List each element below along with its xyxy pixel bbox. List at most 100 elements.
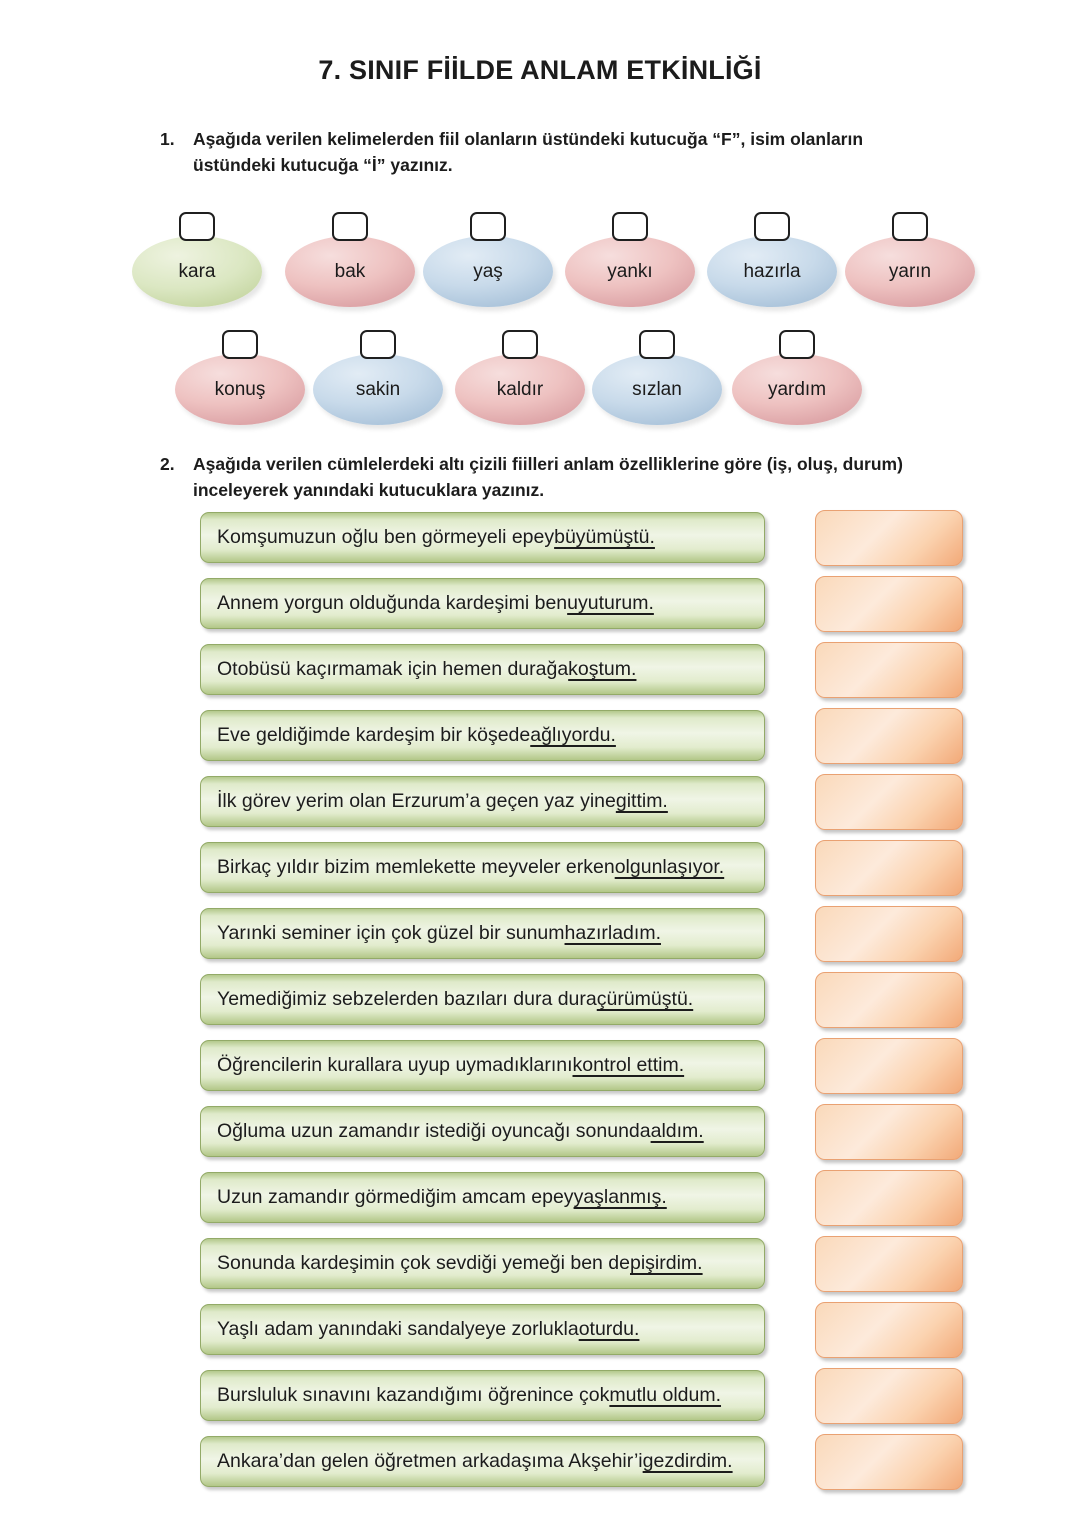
underlined-verb: koştum.: [568, 658, 637, 680]
sentence-box: Yarınki seminer için çok güzel bir sunum…: [200, 908, 765, 959]
word-ellipse: sızlan: [592, 354, 722, 425]
underlined-verb: mutlu oldum.: [609, 1384, 722, 1406]
word-bubble: bak: [285, 212, 415, 307]
sentence-row: Otobüsü kaçırmamak için hemen durağa koş…: [200, 642, 963, 698]
question-1-instruction: Aşağıda verilen kelimelerden fiil olanla…: [193, 129, 864, 175]
answer-field[interactable]: [815, 1302, 963, 1358]
question-2-instruction: Aşağıda verilen cümlelerdeki altı çizili…: [193, 454, 903, 500]
answer-field[interactable]: [815, 1368, 963, 1424]
question-2-instruction-block: 2. Aşağıda verilen cümlelerdeki altı çiz…: [160, 452, 960, 504]
word-bubble: kaldır: [455, 330, 585, 425]
answer-field[interactable]: [815, 906, 963, 962]
underlined-verb: oturdu.: [578, 1318, 640, 1340]
sentence-text: Uzun zamandır görmediğim amcam epey: [217, 1186, 574, 1208]
sentence-row: Annem yorgun olduğunda kardeşimi ben uyu…: [200, 576, 963, 632]
sentence-box: Yaşlı adam yanındaki sandalyeye zorlukla…: [200, 1304, 765, 1355]
word-row-1: kara bak yaş yankı hazırla yarın: [0, 212, 1080, 332]
underlined-verb: pişirdim.: [630, 1252, 703, 1274]
answer-box[interactable]: [179, 212, 215, 241]
sentence-text: Birkaç yıldır bizim memlekette meyveler …: [217, 856, 615, 878]
sentence-row: Oğluma uzun zamandır istediği oyuncağı s…: [200, 1104, 963, 1160]
question-1-instruction-block: 1. Aşağıda verilen kelimelerden fiil ola…: [160, 127, 940, 179]
underlined-verb: büyümüştü.: [554, 526, 655, 548]
sentence-text: Ankara’dan gelen öğretmen arkadaşıma Akş…: [217, 1450, 643, 1472]
sentence-row: Yemediğimiz sebzelerden bazıları dura du…: [200, 972, 963, 1028]
sentence-row: İlk görev yerim olan Erzurum’a geçen yaz…: [200, 774, 963, 830]
sentence-box: Komşumuzun oğlu ben görmeyeli epey büyüm…: [200, 512, 765, 563]
word-bubble: yankı: [565, 212, 695, 307]
question-2-number: 2.: [160, 454, 175, 474]
sentence-box: İlk görev yerim olan Erzurum’a geçen yaz…: [200, 776, 765, 827]
word-bubble: konuş: [175, 330, 305, 425]
answer-field[interactable]: [815, 1170, 963, 1226]
sentence-row: Uzun zamandır görmediğim amcam epey yaşl…: [200, 1170, 963, 1226]
sentence-box: Otobüsü kaçırmamak için hemen durağa koş…: [200, 644, 765, 695]
sentence-box: Birkaç yıldır bizim memlekette meyveler …: [200, 842, 765, 893]
answer-box[interactable]: [360, 330, 396, 359]
sentence-box: Oğluma uzun zamandır istediği oyuncağı s…: [200, 1106, 765, 1157]
sentence-row: Yarınki seminer için çok güzel bir sunum…: [200, 906, 963, 962]
word-label: sızlan: [632, 378, 682, 400]
word-ellipse: yankı: [565, 236, 695, 307]
sentence-text: Annem yorgun olduğunda kardeşimi ben: [217, 592, 568, 614]
underlined-verb: yaşlanmış.: [573, 1186, 667, 1208]
answer-box[interactable]: [470, 212, 506, 241]
word-bubble: kara: [132, 212, 262, 307]
word-ellipse: sakin: [313, 354, 443, 425]
word-ellipse: bak: [285, 236, 415, 307]
underlined-verb: ağlıyordu.: [530, 724, 616, 746]
answer-field[interactable]: [815, 576, 963, 632]
answer-field[interactable]: [815, 642, 963, 698]
answer-field[interactable]: [815, 972, 963, 1028]
word-label: kara: [178, 260, 216, 282]
word-label: yaş: [473, 260, 503, 282]
sentence-row: Sonunda kardeşimin çok sevdiği yemeği be…: [200, 1236, 963, 1292]
answer-field[interactable]: [815, 708, 963, 764]
underlined-verb: olgunlaşıyor.: [614, 856, 725, 878]
answer-field[interactable]: [815, 510, 963, 566]
sentence-box: Uzun zamandır görmediğim amcam epey yaşl…: [200, 1172, 765, 1223]
sentence-row: Eve geldiğimde kardeşim bir köşede ağlıy…: [200, 708, 963, 764]
answer-box[interactable]: [754, 212, 790, 241]
answer-field[interactable]: [815, 1236, 963, 1292]
word-label: sakin: [355, 378, 401, 400]
word-label: yankı: [607, 260, 653, 282]
word-bubble: yarın: [845, 212, 975, 307]
underlined-verb: aldım.: [650, 1120, 704, 1142]
sentence-row: Komşumuzun oğlu ben görmeyeli epey büyüm…: [200, 510, 963, 566]
underlined-verb: çürümüştü.: [596, 988, 694, 1010]
answer-box[interactable]: [639, 330, 675, 359]
answer-box[interactable]: [612, 212, 648, 241]
answer-field[interactable]: [815, 774, 963, 830]
answer-field[interactable]: [815, 840, 963, 896]
sentence-text: Sonunda kardeşimin çok sevdiği yemeği be…: [217, 1252, 630, 1274]
sentence-text: Yarınki seminer için çok güzel bir sunum: [217, 922, 565, 944]
sentence-text: Yaşlı adam yanındaki sandalyeye zorlukla: [217, 1318, 579, 1340]
answer-box[interactable]: [892, 212, 928, 241]
sentence-box: Annem yorgun olduğunda kardeşimi ben uyu…: [200, 578, 765, 629]
word-bubble: yaş: [423, 212, 553, 307]
answer-box[interactable]: [502, 330, 538, 359]
sentence-box: Ankara’dan gelen öğretmen arkadaşıma Akş…: [200, 1436, 765, 1487]
word-bubble: yardım: [732, 330, 862, 425]
answer-box[interactable]: [779, 330, 815, 359]
word-bubble: hazırla: [707, 212, 837, 307]
sentence-text: Yemediğimiz sebzelerden bazıları dura du…: [217, 988, 597, 1010]
word-ellipse: yardım: [732, 354, 862, 425]
answer-field[interactable]: [815, 1104, 963, 1160]
answer-field[interactable]: [815, 1038, 963, 1094]
sentence-row: Bursluluk sınavını kazandığımı öğrenince…: [200, 1368, 963, 1424]
sentence-text: Eve geldiğimde kardeşim bir köşede: [217, 724, 531, 746]
answer-box[interactable]: [222, 330, 258, 359]
word-label: hazırla: [743, 260, 801, 282]
word-bubble: sakin: [313, 330, 443, 425]
sentence-text: İlk görev yerim olan Erzurum’a geçen yaz…: [217, 790, 616, 812]
word-ellipse: kaldır: [455, 354, 585, 425]
page-title: 7. SINIF FİİLDE ANLAM ETKİNLİĞİ: [318, 55, 762, 85]
sentence-text: Öğrencilerin kurallara uyup uymadıkların…: [217, 1054, 573, 1076]
sentence-text: Otobüsü kaçırmamak için hemen durağa: [217, 658, 569, 680]
answer-field[interactable]: [815, 1434, 963, 1490]
word-ellipse: konuş: [175, 354, 305, 425]
answer-box[interactable]: [332, 212, 368, 241]
